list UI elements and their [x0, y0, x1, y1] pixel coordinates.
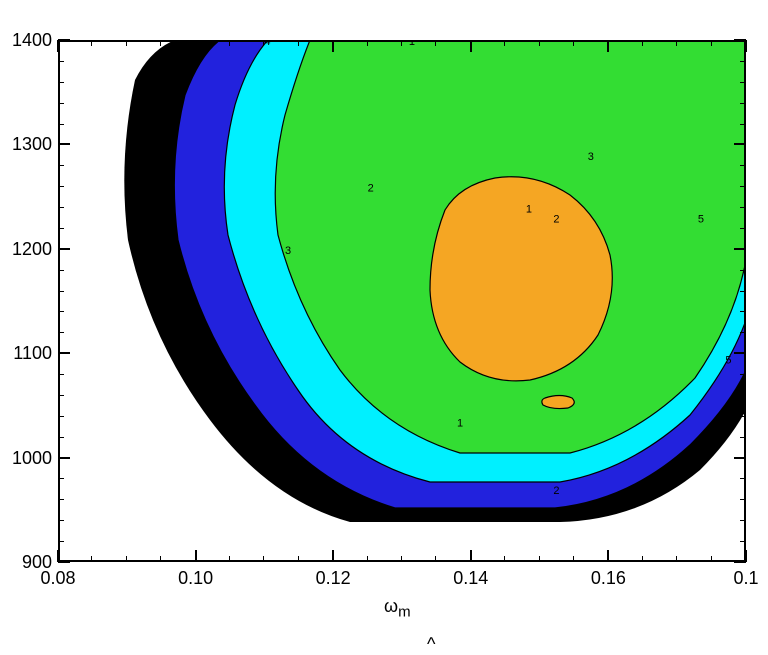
plot-box — [58, 40, 746, 562]
x-axis-label: ωm — [384, 596, 411, 621]
contour-plot: 554433222111 0.080.100.120.140.160.19001… — [0, 0, 768, 649]
caret-symbol: ^ — [427, 634, 435, 655]
